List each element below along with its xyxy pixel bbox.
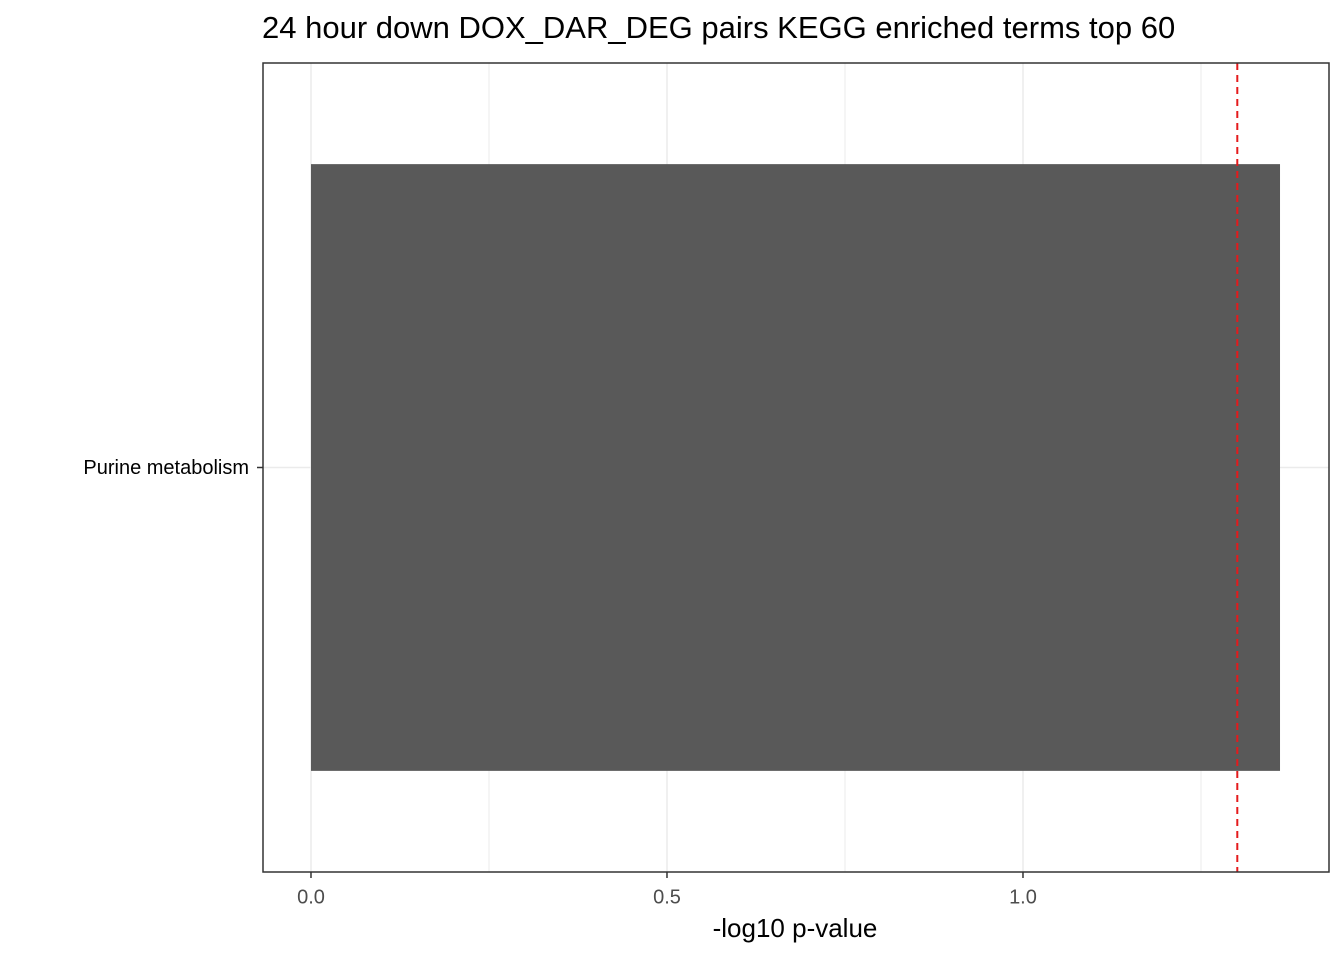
panel-border <box>262 62 1330 873</box>
x-tick-label: 1.0 <box>1009 886 1037 908</box>
y-tick-label: Purine metabolism <box>83 457 249 479</box>
bar <box>310 164 1281 771</box>
x-tick-label: 0.0 <box>297 886 325 908</box>
x-tick-label: 0.5 <box>653 886 681 908</box>
x-axis-title: -log10 p-value <box>713 913 878 943</box>
chart-title: 24 hour down DOX_DAR_DEG pairs KEGG enri… <box>262 10 1175 45</box>
